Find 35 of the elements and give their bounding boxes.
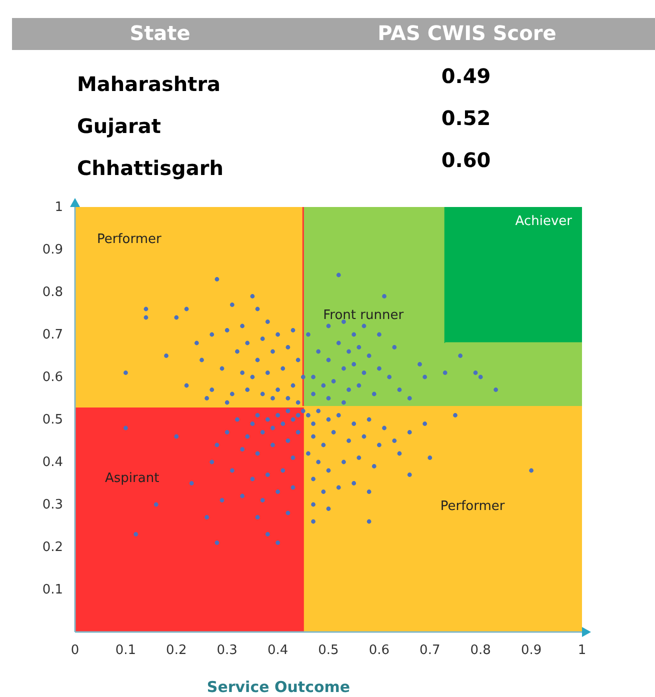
y-tick-label: 0.6: [42, 370, 63, 385]
y-tick-label: 1: [54, 200, 63, 215]
annotation: Performer: [440, 498, 506, 514]
x-tick-label: 0.1: [115, 643, 136, 658]
annotation: Front runner: [323, 308, 404, 323]
x-axis-title: Service Outcome: [206, 678, 350, 696]
x-tick-label: 0.8: [470, 643, 491, 658]
text: PAS CWIS Score: [378, 21, 556, 45]
text: 0.49: [441, 64, 491, 88]
category-label: Maharashtra: [77, 72, 221, 96]
x-tick-label: 0.2: [166, 643, 187, 658]
annotation: Aspirant: [105, 470, 160, 486]
x-tick-label: 1: [578, 643, 586, 658]
y-tick-label: 0.7: [42, 328, 63, 342]
x-tick-label: 0.9: [520, 643, 542, 658]
x-tick-label: 0.4: [267, 643, 288, 658]
y-tick-label: 0.4: [42, 455, 63, 470]
y-tick-label: 0.1: [42, 582, 63, 598]
x-tick-label: 0.6: [368, 643, 390, 658]
y-tick-label: 0.8: [42, 285, 63, 300]
x-tick-label: 0.5: [318, 643, 339, 658]
annotation: Achiever: [515, 214, 573, 229]
x-tick-label: 0.3: [216, 643, 238, 658]
y-tick-label: 0.5: [42, 412, 63, 428]
x-tick-label: 0: [70, 643, 80, 658]
text: State: [130, 21, 190, 45]
text: 0.60: [441, 148, 491, 172]
y-tick-label: 0.9: [42, 242, 63, 258]
category-label: Gujarat: [77, 114, 162, 138]
y-tick-label: 0.3: [42, 498, 63, 512]
text: 0.52: [441, 106, 491, 130]
y-tick-label: 0.2: [42, 540, 63, 555]
x-tick-label: 0.7: [420, 643, 440, 658]
category-label: Chhattisgarh: [77, 156, 224, 180]
annotation: Performer: [97, 232, 162, 247]
